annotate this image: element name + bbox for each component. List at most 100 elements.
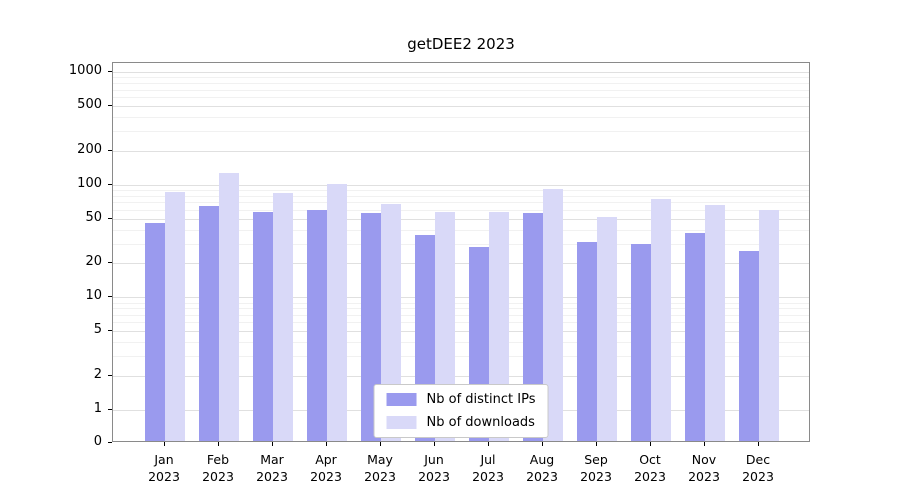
x-tick-label: May 2023 <box>350 452 410 486</box>
y-tick-label: 100 <box>77 175 102 191</box>
legend-item-downloads: Nb of downloads <box>386 415 536 430</box>
gridline-major <box>113 184 809 186</box>
gridline-major <box>113 263 809 265</box>
gridline-minor <box>113 302 809 304</box>
bar-distinct-ips-feb <box>199 205 219 441</box>
x-tick-year: 2023 <box>310 468 342 484</box>
x-tick-year: 2023 <box>634 468 666 484</box>
bar-distinct-ips-apr <box>307 209 327 441</box>
bar-distinct-ips-mar <box>253 212 273 441</box>
bar-distinct-ips-oct <box>631 243 651 441</box>
gridline-minor <box>113 89 809 91</box>
bar-downloads-mar <box>273 193 293 441</box>
chart-title: getDEE2 2023 <box>407 35 515 53</box>
x-tick-mark <box>758 442 759 446</box>
gridline-minor <box>113 82 809 84</box>
x-tick-label: Mar 2023 <box>242 452 302 486</box>
y-tick-label: 10 <box>85 288 102 304</box>
x-tick-mark <box>272 442 273 446</box>
gridline-major <box>113 150 809 152</box>
y-tick-mark <box>108 442 112 443</box>
y-tick-mark <box>108 71 112 72</box>
x-tick-year: 2023 <box>364 468 396 484</box>
bar-downloads-aug <box>543 189 563 441</box>
bar-downloads-nov <box>705 205 725 441</box>
y-tick-mark <box>108 217 112 219</box>
x-tick-mark <box>380 442 381 446</box>
x-tick-mark <box>650 442 651 446</box>
bar-downloads-oct <box>651 199 671 441</box>
x-tick-month: Jun <box>424 452 444 467</box>
x-tick-month: Aug <box>529 452 555 467</box>
x-tick-label: Nov 2023 <box>674 452 734 486</box>
bar-downloads-jan <box>165 192 185 441</box>
x-tick-year: 2023 <box>418 468 450 484</box>
x-tick-label: Apr 2023 <box>296 452 356 486</box>
x-tick-label: Jan 2023 <box>134 452 194 486</box>
x-tick-label: Oct 2023 <box>620 452 680 486</box>
x-tick-mark <box>488 442 489 446</box>
x-tick-month: Jul <box>480 452 496 467</box>
gridline-minor <box>113 322 809 324</box>
bar-downloads-jun <box>435 212 455 441</box>
x-tick-mark <box>164 442 165 446</box>
legend-swatch-downloads <box>386 416 417 429</box>
gridline-minor <box>113 243 809 245</box>
x-tick-year: 2023 <box>742 468 774 484</box>
y-tick-mark <box>108 262 112 264</box>
gridline-minor <box>113 97 809 98</box>
y-tick-label: 1 <box>93 401 102 416</box>
gridline-major <box>113 105 809 107</box>
bar-downloads-feb <box>219 172 239 441</box>
plot-area: Nb of distinct IPs Nb of downloads <box>112 62 810 442</box>
x-tick-month: Oct <box>639 452 661 467</box>
gridline-minor <box>113 356 809 358</box>
x-tick-month: Feb <box>206 452 230 467</box>
gridline-minor <box>113 116 809 118</box>
bar-distinct-ips-nov <box>685 233 705 441</box>
gridline-major <box>113 297 809 299</box>
gridline-minor <box>113 308 809 310</box>
x-tick-mark <box>326 442 327 446</box>
x-tick-label: Jun 2023 <box>404 452 464 486</box>
bar-distinct-ips-sep <box>577 242 597 441</box>
bar-downloads-may <box>381 203 401 441</box>
x-tick-label: Dec 2023 <box>728 452 788 486</box>
x-tick-label: Sep 2023 <box>566 452 626 486</box>
gridline-minor <box>113 229 809 231</box>
x-tick-mark <box>596 442 597 446</box>
y-tick-label: 1000 <box>68 63 102 78</box>
bar-distinct-ips-jan <box>145 222 165 441</box>
legend-swatch-distinct-ips <box>386 393 417 406</box>
y-tick-mark <box>108 330 112 332</box>
y-tick-label: 5 <box>93 322 102 338</box>
legend-item-distinct-ips: Nb of distinct IPs <box>386 392 536 407</box>
x-tick-mark <box>542 442 543 446</box>
bar-downloads-sep <box>597 216 617 441</box>
y-tick-label: 2 <box>93 367 102 383</box>
gridline-major <box>113 376 809 378</box>
x-tick-year: 2023 <box>580 468 612 484</box>
x-tick-month: Jan <box>154 452 174 467</box>
bar-downloads-jul <box>489 212 509 441</box>
legend-label-distinct-ips: Nb of distinct IPs <box>426 392 536 407</box>
gridline-minor <box>113 195 809 197</box>
gridline-minor <box>113 314 809 316</box>
gridline-major <box>113 331 809 333</box>
gridline-major <box>113 218 809 220</box>
bar-downloads-apr <box>327 183 347 441</box>
x-tick-year: 2023 <box>688 468 720 484</box>
x-tick-month: Mar <box>260 452 284 467</box>
bar-downloads-dec <box>759 209 779 441</box>
x-tick-month: Apr <box>315 452 337 467</box>
y-tick-mark <box>108 296 112 298</box>
x-tick-year: 2023 <box>202 468 234 484</box>
gridline-minor <box>113 202 809 204</box>
x-tick-label: Feb 2023 <box>188 452 248 486</box>
x-tick-year: 2023 <box>256 468 288 484</box>
gridline-major <box>113 72 809 73</box>
x-tick-month: Sep <box>584 452 608 467</box>
x-tick-mark <box>434 442 435 446</box>
x-tick-mark <box>704 442 705 446</box>
